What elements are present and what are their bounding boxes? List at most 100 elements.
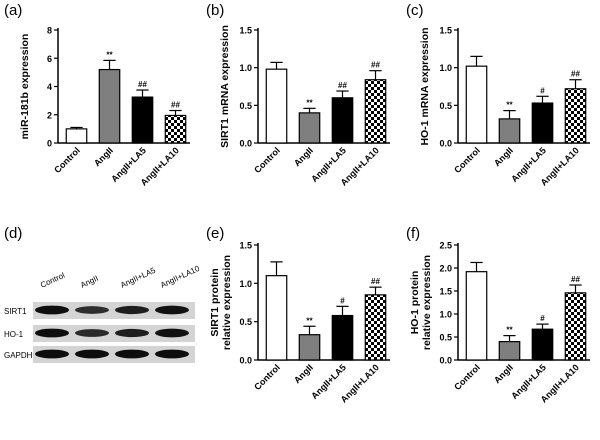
- blot-band: [115, 349, 149, 359]
- western-blot: Control AngII AngII+LA5 AngII+LA10 SIRT1 HO-1…: [4, 264, 200, 363]
- y-tick-label: 1.0: [239, 63, 252, 73]
- y-axis-label: HO-1 mRNA expression: [419, 27, 431, 145]
- y-tick-label: 1.5: [439, 26, 452, 36]
- panel-label-b: (b): [206, 2, 225, 19]
- bar-AngII+LA5: [531, 328, 554, 361]
- blot-strip: [33, 346, 195, 363]
- panel-label-d: (d): [4, 225, 23, 242]
- chart-a-mir181b: 0 2 4 6 8 miR-181b expression Control ** AngII ##…: [19, 26, 190, 188]
- y-tick-label: 1.0: [439, 310, 452, 320]
- y-tick-label: 1.0: [439, 63, 452, 73]
- y-axis-label: HO-1 protein: [409, 271, 421, 335]
- y-tick-label: 0.5: [439, 333, 452, 343]
- significance-mark: #: [540, 314, 545, 323]
- y-tick-label: 0.0: [439, 139, 452, 149]
- y-axis-label: miR-181b expression: [19, 34, 31, 140]
- x-tick-label: AngII: [492, 145, 515, 168]
- bar-Control: [465, 65, 488, 144]
- significance-mark: ##: [571, 70, 580, 79]
- bar-AngII: [298, 334, 321, 361]
- bar-AngII+LA10: [164, 114, 187, 144]
- panel-label-a: (a): [4, 2, 23, 19]
- significance-mark: ##: [571, 275, 580, 284]
- blot-lane-label: AngII: [79, 274, 100, 290]
- y-tick-label: 6: [47, 54, 52, 64]
- significance-mark: **: [306, 98, 313, 107]
- y-axis-label: relative expression: [421, 255, 433, 350]
- significance-mark: ##: [171, 101, 180, 110]
- blot-strip: [33, 325, 195, 342]
- y-tick-label: 2.5: [439, 241, 452, 251]
- x-tick-label: Control: [252, 362, 282, 392]
- blot-band: [155, 328, 189, 338]
- x-tick-label: AngII: [292, 362, 315, 385]
- blot-band: [155, 349, 189, 359]
- significance-mark: **: [506, 101, 513, 110]
- panel-label-f: (f): [406, 225, 421, 242]
- y-tick-label: 4: [47, 82, 52, 92]
- bar-Control: [65, 128, 88, 144]
- significance-mark: **: [106, 50, 113, 59]
- y-tick-label: 2: [47, 110, 52, 120]
- bar-AngII: [498, 340, 521, 361]
- y-tick-label: 8: [47, 26, 52, 36]
- y-axis-label: SIRT1 protein: [209, 268, 221, 336]
- y-tick-label: 0.0: [239, 356, 252, 366]
- x-tick-label: Control: [452, 362, 482, 392]
- significance-mark: #: [340, 296, 345, 305]
- bar-AngII+LA5: [331, 97, 354, 144]
- y-tick-label: 2.0: [439, 264, 452, 274]
- x-tick-label: Control: [52, 145, 82, 175]
- bar-AngII+LA10: [364, 294, 387, 361]
- chart-e-sirt1-protein: 0.0 0.5 1.0 1.5 SIRT1 protein relative expres…: [209, 241, 390, 405]
- chart-f-ho1-protein: 0.0 0.5 1.0 1.5 2.0 2.5 HO-1 protein relative e…: [409, 241, 590, 405]
- bar-AngII+LA10: [364, 79, 387, 144]
- blot-lane-label: AngII+LA5: [119, 266, 157, 290]
- blot-row-label: GAPDH: [4, 351, 33, 360]
- x-tick-label: Control: [252, 145, 282, 175]
- bar-Control: [265, 68, 288, 144]
- bar-AngII: [498, 118, 521, 144]
- x-tick-label: Control: [452, 145, 482, 175]
- y-tick-label: 1.5: [239, 26, 252, 36]
- y-tick-label: 1.0: [239, 279, 252, 289]
- blot-band: [35, 305, 69, 315]
- panel-label-e: (e): [206, 225, 225, 242]
- bar-Control: [265, 275, 288, 361]
- blot-lane-label: AngII+LA10: [159, 264, 200, 290]
- blot-row-label: SIRT1: [4, 307, 27, 316]
- y-axis-label: relative expression: [221, 255, 233, 350]
- x-tick-label: AngII: [92, 145, 115, 168]
- blot-band: [115, 305, 149, 315]
- significance-mark: ##: [371, 61, 380, 70]
- y-tick-label: 0: [47, 139, 52, 149]
- x-tick-label: AngII: [492, 362, 515, 385]
- bar-AngII+LA10: [564, 292, 587, 361]
- bar-AngII+LA5: [331, 314, 354, 361]
- significance-mark: #: [540, 86, 545, 95]
- y-tick-label: 0.0: [239, 139, 252, 149]
- y-tick-label: 1.5: [439, 287, 452, 297]
- bar-AngII: [98, 68, 121, 144]
- blot-row-label: HO-1: [4, 330, 24, 339]
- bar-AngII: [298, 112, 321, 144]
- blot-band: [75, 349, 109, 359]
- blot-band: [35, 349, 69, 359]
- blot-lane-label: Control: [39, 271, 66, 290]
- x-tick-label: AngII: [292, 145, 315, 168]
- blot-band: [75, 306, 109, 314]
- bar-AngII+LA10: [564, 88, 587, 144]
- bar-AngII+LA5: [131, 96, 154, 144]
- y-tick-label: 0.5: [239, 101, 252, 111]
- bar-Control: [465, 271, 488, 361]
- significance-mark: ##: [338, 81, 347, 90]
- y-tick-label: 0.0: [439, 356, 452, 366]
- y-tick-label: 1.5: [239, 241, 252, 251]
- y-tick-label: 0.5: [239, 317, 252, 327]
- significance-mark: ##: [371, 277, 380, 286]
- significance-mark: **: [306, 316, 313, 325]
- chart-c-ho1-mrna: 0.0 0.5 1.0 1.5 HO-1 mRNA expression Control *…: [419, 26, 590, 188]
- chart-b-sirt1-mrna: 0.0 0.5 1.0 1.5 SIRT1 mRNA expression Control…: [219, 25, 390, 188]
- blot-band: [75, 329, 109, 337]
